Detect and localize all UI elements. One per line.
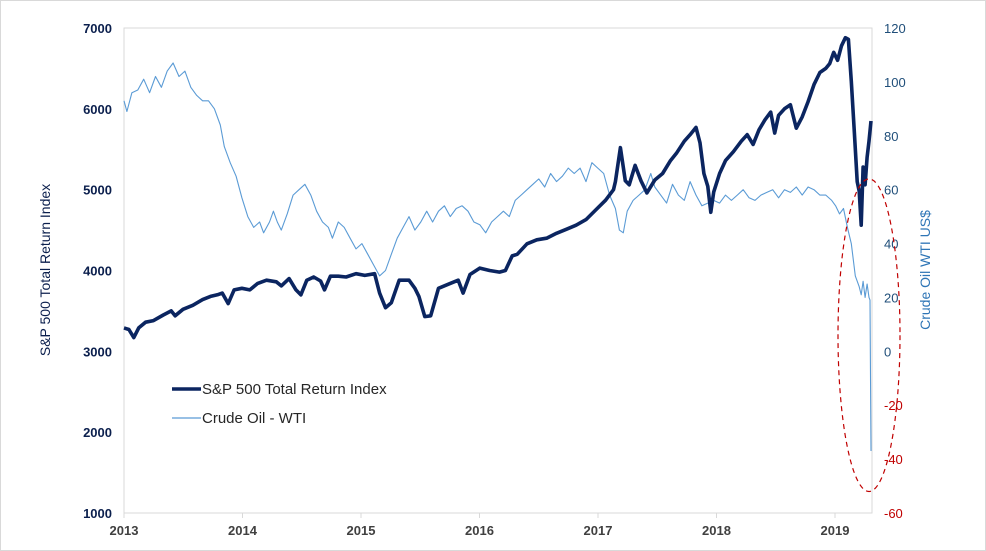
series-line-sp500 <box>123 35 873 340</box>
y-left-tick-label: 3000 <box>83 344 112 359</box>
y-left-tick-label: 4000 <box>83 264 112 279</box>
series-line-crude-oil <box>123 62 872 452</box>
x-tick-label: 2018 <box>702 523 731 538</box>
plot-area <box>123 27 873 514</box>
x-tick-label: 2014 <box>228 523 258 538</box>
x-tick-label: 2017 <box>584 523 613 538</box>
y-left-tick-label: 7000 <box>83 21 112 36</box>
y-right-tick-label: 40 <box>884 237 898 252</box>
y-axis-right-title: Crude Oil WTI US$ <box>917 210 933 330</box>
y-right-tick-label: 20 <box>884 290 898 305</box>
x-axis: 2013 2014 2015 2016 2017 2018 2019 <box>110 513 850 538</box>
y-left-tick-label: 1000 <box>83 506 112 521</box>
y-left-tick-label: 5000 <box>83 183 112 198</box>
x-tick-label: 2019 <box>821 523 850 538</box>
x-tick-label: 2016 <box>465 523 494 538</box>
y-axis-left-title: S&P 500 Total Return Index <box>37 184 53 356</box>
legend-label-sp500: S&P 500 Total Return Index <box>202 381 387 398</box>
x-tick-label: 2013 <box>110 523 139 538</box>
y-axis-left: 1000 2000 3000 4000 5000 6000 7000 <box>83 21 112 521</box>
y-left-tick-label: 6000 <box>83 102 112 117</box>
y-right-tick-label: 60 <box>884 183 898 198</box>
y-right-tick-label: 100 <box>884 75 906 90</box>
series-layer <box>123 35 873 452</box>
legend: S&P 500 Total Return Index Crude Oil - W… <box>172 381 387 427</box>
legend-label-oil: Crude Oil - WTI <box>202 410 306 427</box>
y-right-tick-label: 120 <box>884 21 906 36</box>
y-left-tick-label: 2000 <box>83 425 112 440</box>
y-right-tick-label: 80 <box>884 129 898 144</box>
y-right-tick-label: -60 <box>884 506 903 521</box>
y-right-tick-label: 0 <box>884 344 891 359</box>
y-right-tick-label: -20 <box>884 398 903 413</box>
annotation-ellipse <box>837 178 901 493</box>
x-tick-label: 2015 <box>347 523 376 538</box>
